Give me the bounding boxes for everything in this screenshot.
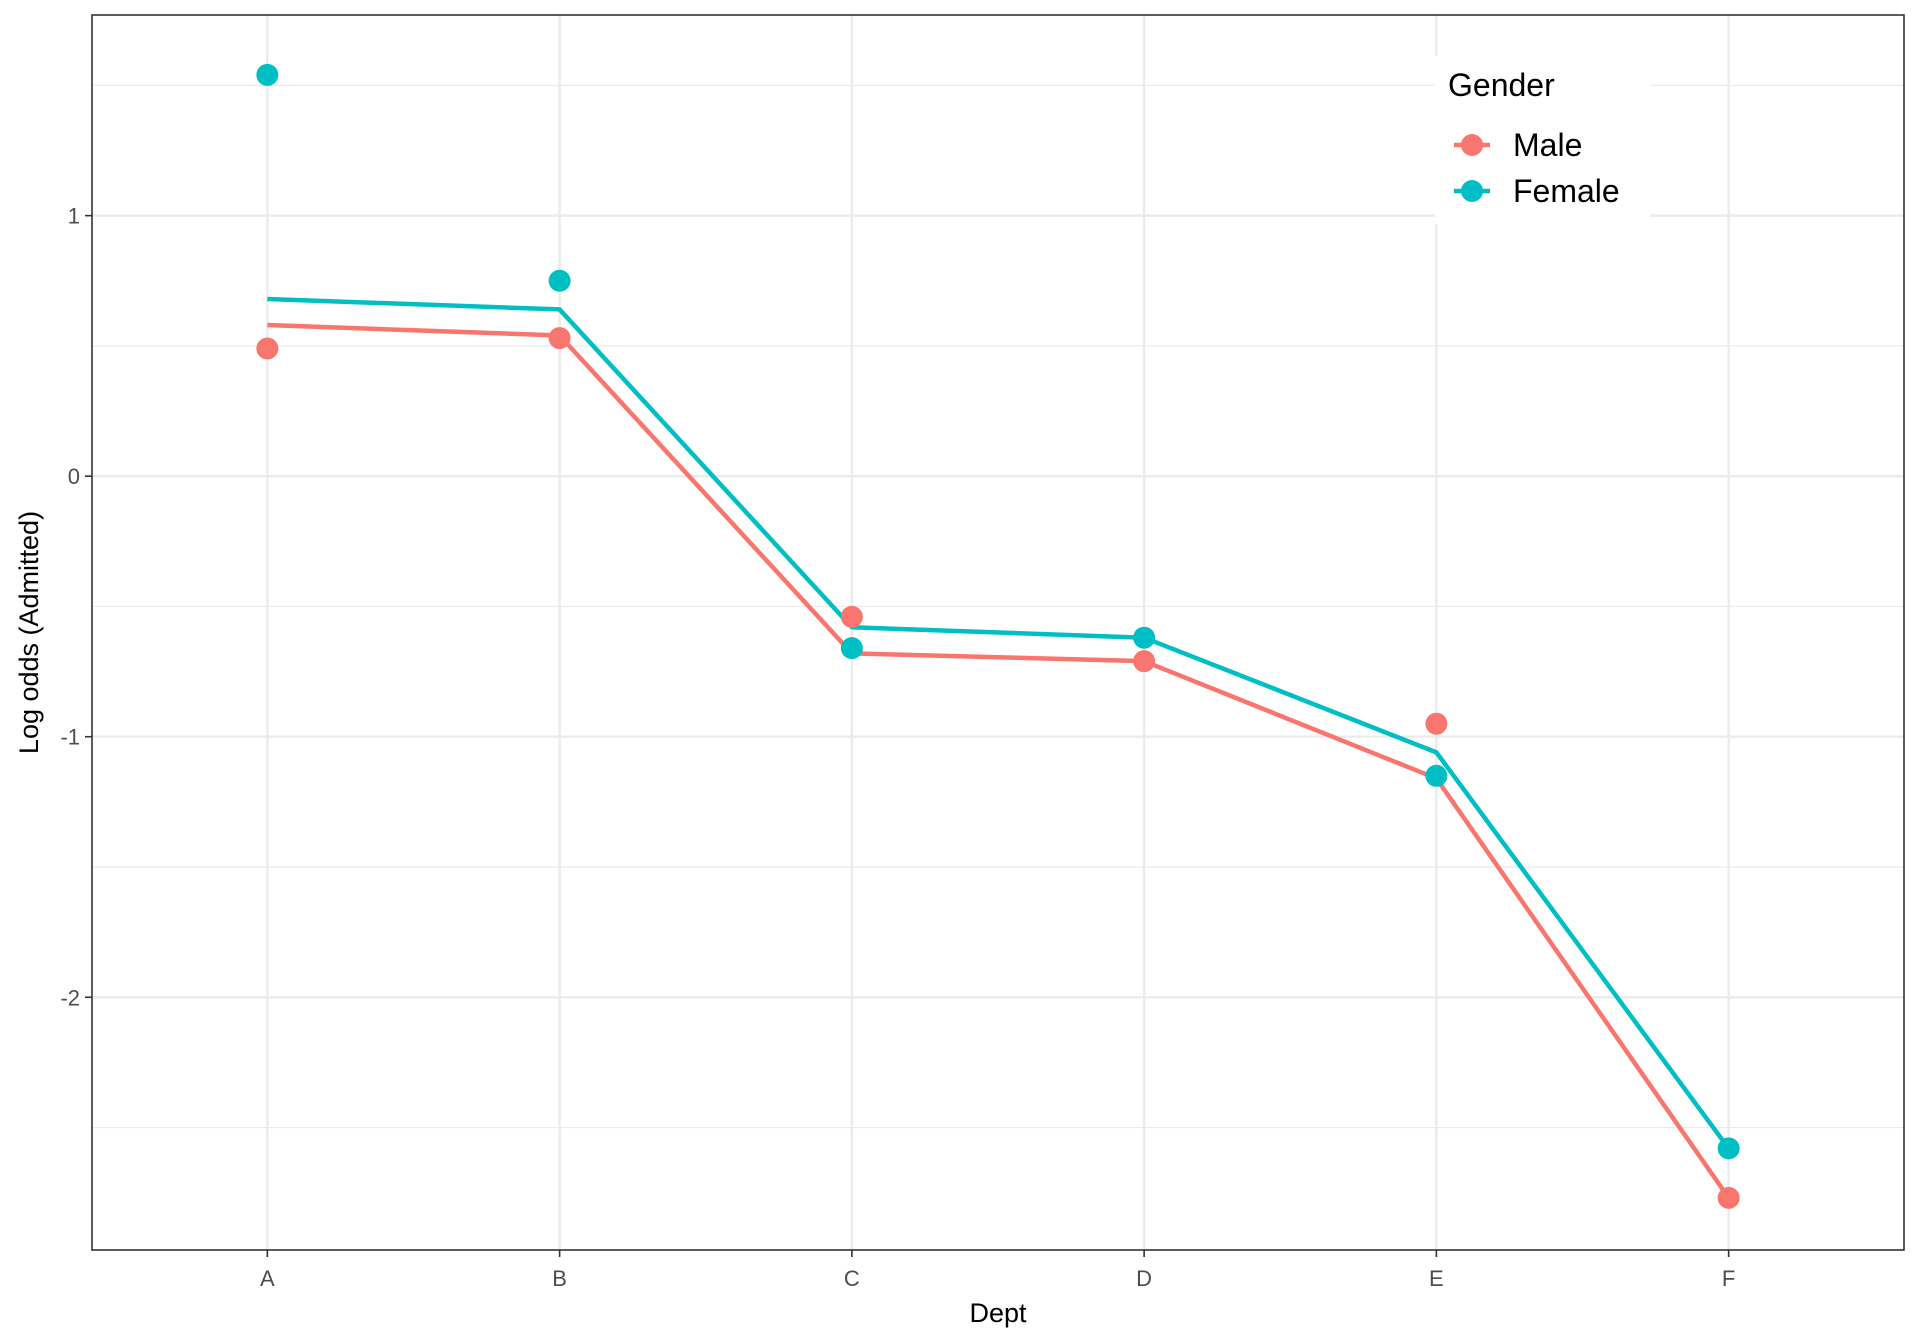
x-axis-title: Dept xyxy=(969,1298,1027,1328)
legend-key-point xyxy=(1461,180,1483,202)
legend-item-male: Male xyxy=(1454,127,1582,163)
y-tick-label: 1 xyxy=(68,204,80,229)
x-axis-ticks: A B C D E F xyxy=(260,1250,1735,1291)
x-tick-label: D xyxy=(1136,1266,1152,1291)
data-point-female xyxy=(1133,626,1156,649)
y-tick-label: -1 xyxy=(60,725,80,750)
y-tick-label: -2 xyxy=(60,985,80,1010)
y-axis-title: Log odds (Admitted) xyxy=(14,511,44,754)
x-tick-label: C xyxy=(844,1266,860,1291)
data-point-female xyxy=(1717,1137,1740,1160)
legend-entries: Male Female xyxy=(1454,127,1620,209)
data-point-male xyxy=(1717,1186,1740,1209)
data-point-male xyxy=(256,337,279,360)
y-tick-label: 0 xyxy=(68,464,80,489)
grid-major xyxy=(92,15,1904,1250)
data-point-male xyxy=(840,605,863,628)
y-axis-ticks: 1 0 -1 -2 xyxy=(60,204,92,1010)
data-point-female xyxy=(548,269,571,292)
grid-minor xyxy=(92,84,1904,1129)
legend-item-female: Female xyxy=(1454,173,1620,209)
legend-title: Gender xyxy=(1448,67,1555,103)
series-line-male xyxy=(267,322,1731,1200)
x-tick-label: E xyxy=(1429,1266,1444,1291)
x-tick-label: B xyxy=(552,1266,567,1291)
data-point-female xyxy=(256,63,279,86)
series-points xyxy=(256,63,1740,1209)
legend-label: Male xyxy=(1513,127,1582,163)
data-point-male xyxy=(1425,712,1448,735)
panel-border xyxy=(91,14,1905,1251)
data-point-male xyxy=(1133,650,1156,673)
data-point-female xyxy=(1425,764,1448,787)
legend-label: Female xyxy=(1513,173,1620,209)
data-point-female xyxy=(840,637,863,660)
series-line-female xyxy=(267,296,1731,1150)
x-tick-label: A xyxy=(260,1266,275,1291)
data-point-male xyxy=(548,327,571,350)
legend-key-point xyxy=(1461,134,1483,156)
series-lines xyxy=(267,296,1731,1200)
x-tick-label: F xyxy=(1722,1266,1735,1291)
legend: Gender Male Female xyxy=(1435,56,1650,224)
